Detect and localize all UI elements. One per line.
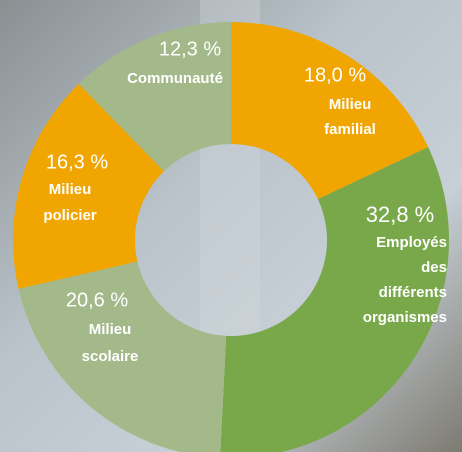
- category-label: familial: [324, 121, 376, 138]
- category-label: Employés: [376, 234, 447, 251]
- page: {"chart_data": {"type": "donut", "catego…: [0, 0, 462, 452]
- category-label: Milieu: [329, 96, 372, 113]
- category-label: Milieu: [49, 181, 92, 198]
- category-label: scolaire: [82, 348, 139, 365]
- value-label: 16,3 %: [46, 151, 108, 173]
- category-label: Communauté: [127, 70, 223, 87]
- value-label: 18,0 %: [304, 64, 366, 86]
- value-label: 20,6 %: [66, 289, 128, 311]
- category-label: Milieu: [89, 321, 132, 338]
- value-label: 12,3 %: [159, 38, 221, 60]
- category-label: organismes: [363, 309, 447, 326]
- value-label: 32,8 %: [366, 202, 435, 227]
- category-label: des: [421, 259, 447, 276]
- chart: 18,0 % Milieu familial 32,8 % Employés des dif…: [0, 0, 462, 452]
- category-label: différents: [379, 284, 447, 301]
- category-label: policier: [43, 207, 97, 224]
